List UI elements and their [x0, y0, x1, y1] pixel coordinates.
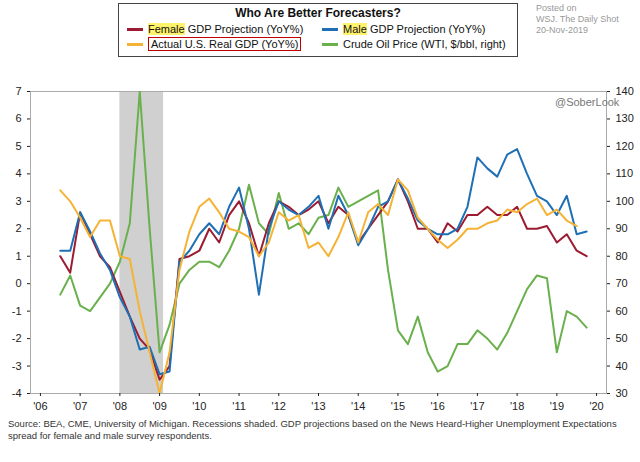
svg-text:80: 80: [616, 250, 628, 262]
html-text:Actual U.S. Real GDP (YoY%): Actual U.S. Real GDP (YoY%): [151, 38, 299, 50]
svg-text:2: 2: [15, 222, 21, 234]
svg-text:-4: -4: [12, 387, 22, 399]
svg-text:1: 1: [15, 250, 21, 262]
svg-text:0: 0: [15, 277, 21, 289]
svg-text:'18: '18: [510, 400, 524, 412]
svg-text:7: 7: [15, 85, 21, 97]
svg-text:'07: '07: [73, 400, 87, 412]
svg-text:'10: '10: [192, 400, 206, 412]
svg-text:'13: '13: [311, 400, 325, 412]
html-text:Posted on: Posted on: [536, 3, 577, 13]
svg-text:3: 3: [15, 195, 21, 207]
svg-text:-2: -2: [12, 332, 22, 344]
svg-text:140: 140: [616, 85, 634, 97]
svg-text:50: 50: [616, 332, 628, 344]
svg-text:'14: '14: [351, 400, 365, 412]
html-text:Source: BEA, CME, University o: Source: BEA, CME, University of Michigan…: [8, 418, 617, 441]
svg-text:'08: '08: [113, 400, 127, 412]
svg-text:130: 130: [616, 112, 634, 124]
html-text:Female GDP Projection (YoY%): Female GDP Projection (YoY%): [148, 23, 304, 35]
html-text:Male GDP Projection (YoY%): Male GDP Projection (YoY%): [343, 23, 486, 35]
svg-text:'11: '11: [232, 400, 246, 412]
svg-text:6: 6: [15, 112, 21, 124]
html-text:@SoberLook: @SoberLook: [555, 96, 620, 108]
svg-text:40: 40: [616, 360, 628, 372]
svg-text:-1: -1: [12, 305, 22, 317]
svg-text:5: 5: [15, 140, 21, 152]
svg-text:60: 60: [616, 305, 628, 317]
html-text:Who Are Better Forecasters?: Who Are Better Forecasters?: [235, 6, 401, 20]
svg-text:100: 100: [616, 195, 634, 207]
svg-text:'17: '17: [470, 400, 484, 412]
svg-text:'20: '20: [589, 400, 603, 412]
svg-text:'16: '16: [431, 400, 445, 412]
svg-text:'09: '09: [152, 400, 166, 412]
svg-text:-3: -3: [12, 360, 22, 372]
html-text:WSJ. The Daily Shot: WSJ. The Daily Shot: [536, 14, 619, 24]
html-text:20-Nov-2019: 20-Nov-2019: [536, 25, 588, 35]
svg-text:30: 30: [616, 387, 628, 399]
svg-text:'19: '19: [550, 400, 564, 412]
svg-text:70: 70: [616, 277, 628, 289]
svg-text:'06: '06: [33, 400, 47, 412]
svg-text:90: 90: [616, 222, 628, 234]
html-text:Crude Oil Price (WTI, $/bbl, r: Crude Oil Price (WTI, $/bbl, right): [343, 38, 506, 50]
svg-text:'12: '12: [272, 400, 286, 412]
svg-text:'15: '15: [391, 400, 405, 412]
svg-text:110: 110: [616, 167, 634, 179]
svg-text:120: 120: [616, 140, 634, 152]
svg-text:4: 4: [15, 167, 21, 179]
